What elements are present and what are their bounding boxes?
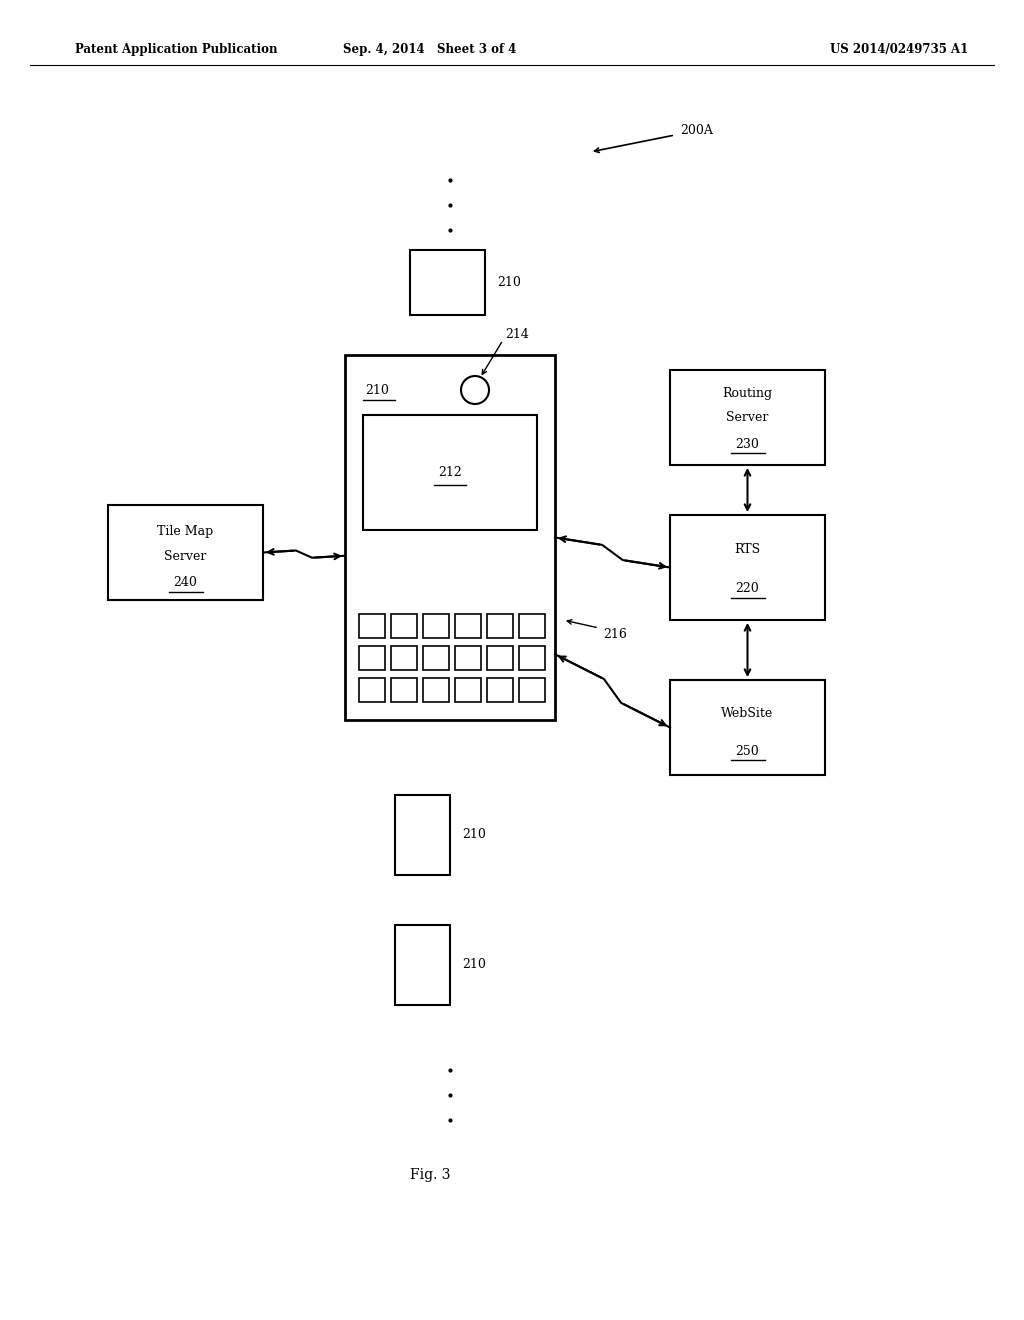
Bar (455, 678, 481, 702)
Bar (410, 249, 485, 315)
Circle shape (461, 376, 489, 404)
Text: 214: 214 (505, 329, 528, 342)
Bar (395, 795, 450, 875)
Text: 210: 210 (365, 384, 389, 396)
Text: Routing: Routing (723, 387, 772, 400)
Bar (359, 614, 385, 638)
Text: 250: 250 (735, 744, 760, 758)
Text: US 2014/0249735 A1: US 2014/0249735 A1 (830, 44, 969, 57)
Text: Server: Server (726, 411, 769, 424)
Text: 200A: 200A (680, 124, 713, 136)
Text: 210: 210 (462, 829, 485, 842)
Text: WebSite: WebSite (721, 706, 773, 719)
Text: Tile Map: Tile Map (158, 525, 214, 539)
Text: 216: 216 (603, 628, 627, 642)
Text: 210: 210 (462, 958, 485, 972)
Bar (108, 506, 263, 601)
Bar (391, 645, 417, 671)
Text: Sep. 4, 2014   Sheet 3 of 4: Sep. 4, 2014 Sheet 3 of 4 (343, 44, 517, 57)
Bar (519, 614, 545, 638)
Bar (487, 614, 513, 638)
Text: Server: Server (164, 550, 207, 562)
Text: 230: 230 (735, 438, 760, 450)
Bar (670, 680, 825, 775)
Bar (455, 614, 481, 638)
Text: Fig. 3: Fig. 3 (410, 1168, 451, 1181)
Text: RTS: RTS (734, 543, 761, 556)
Bar (519, 678, 545, 702)
Text: 240: 240 (173, 577, 198, 590)
Text: 212: 212 (438, 466, 462, 479)
Bar (455, 645, 481, 671)
Bar (423, 678, 449, 702)
Text: 220: 220 (735, 582, 760, 595)
Bar (423, 645, 449, 671)
Bar (423, 614, 449, 638)
Text: 210: 210 (497, 276, 521, 289)
Bar (345, 355, 555, 719)
Bar (359, 645, 385, 671)
Bar (362, 414, 537, 531)
Text: Patent Application Publication: Patent Application Publication (75, 44, 278, 57)
Bar (359, 678, 385, 702)
Bar (391, 614, 417, 638)
Bar (487, 645, 513, 671)
Bar (670, 515, 825, 620)
Bar (519, 645, 545, 671)
Bar (395, 925, 450, 1005)
Bar (670, 370, 825, 465)
Bar (487, 678, 513, 702)
Bar (391, 678, 417, 702)
